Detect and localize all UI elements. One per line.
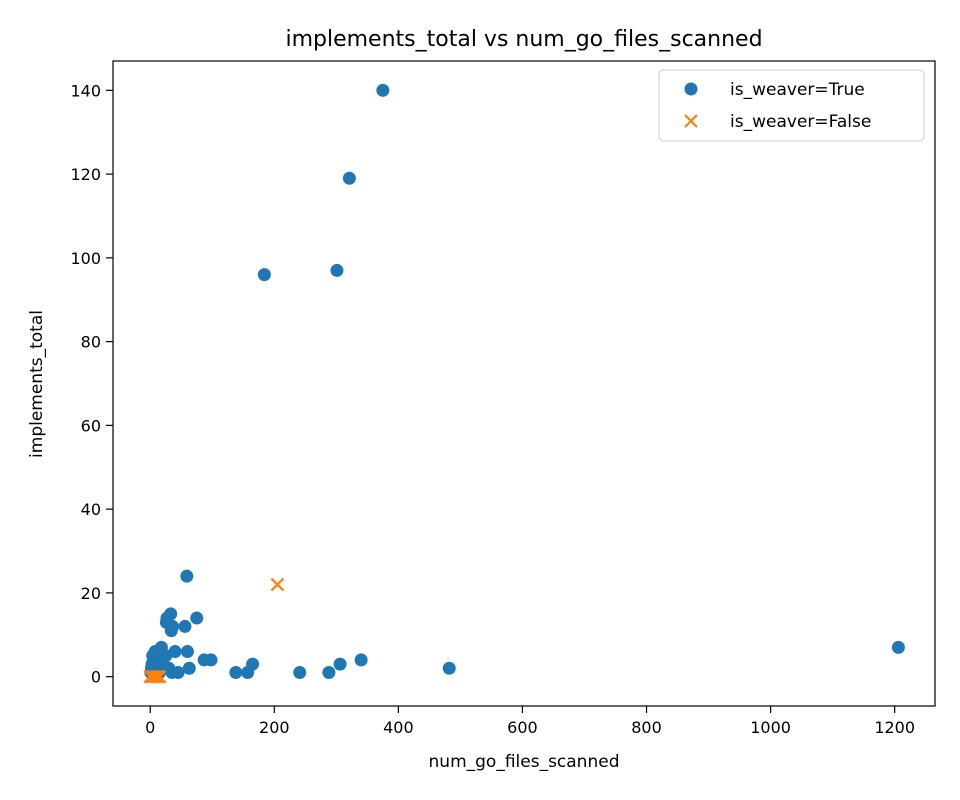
legend: is_weaver=True is_weaver=False (658, 69, 925, 142)
y-tick-label: 140 (70, 81, 101, 100)
y-tick-label: 80 (81, 333, 101, 352)
data-point-true (333, 657, 347, 671)
y-tick-label: 0 (91, 668, 101, 687)
data-point-true (342, 171, 356, 185)
plot-area (112, 60, 936, 707)
y-tick-label: 60 (81, 416, 101, 435)
data-point-true (171, 665, 185, 679)
data-point-false (147, 669, 161, 684)
x-tick-label: 400 (383, 718, 414, 737)
data-point-true (354, 653, 368, 667)
data-point-true (190, 611, 204, 625)
data-point-false (270, 577, 285, 592)
legend-marker-false (684, 114, 698, 128)
data-point-true (293, 665, 307, 679)
x-tick-label: 600 (507, 718, 538, 737)
y-tick-label: 100 (70, 249, 101, 268)
legend-label-false: is_weaver=False (730, 112, 871, 132)
data-points (143, 83, 905, 684)
y-axis-label: implements_total (27, 310, 47, 458)
data-point-true (376, 83, 390, 97)
data-point-true (164, 624, 178, 638)
legend-marker-true (684, 82, 698, 96)
data-point-true (204, 653, 218, 667)
data-point-true (257, 268, 271, 282)
data-point-true (330, 263, 344, 277)
data-point-true (182, 661, 196, 675)
data-point-true (180, 569, 194, 583)
data-point-true (180, 645, 194, 659)
data-point-true (229, 665, 243, 679)
y-axis-ticks: 0 20 40 60 80 100 120 140 (70, 81, 113, 687)
y-tick-label: 40 (81, 500, 101, 519)
data-point-false (152, 669, 167, 684)
data-point-false (150, 669, 165, 684)
plot-frame (112, 60, 936, 707)
x-tick-label: 1200 (874, 718, 915, 737)
x-axis-label: num_go_files_scanned (429, 752, 620, 772)
x-axis-ticks: 0 200 400 600 800 1000 1200 (145, 706, 915, 737)
x-tick-label: 1000 (750, 718, 791, 737)
chart-title: implements_total vs num_go_files_scanned (285, 27, 762, 52)
y-tick-label: 20 (81, 584, 101, 603)
x-tick-label: 800 (631, 718, 662, 737)
y-tick-label: 120 (70, 165, 101, 184)
data-point-true (322, 665, 336, 679)
x-tick-label: 200 (259, 718, 290, 737)
data-point-true (178, 619, 192, 633)
legend-box (658, 69, 925, 142)
x-tick-label: 0 (145, 718, 155, 737)
data-point-false (149, 669, 163, 684)
data-point-true (442, 661, 456, 675)
data-point-true (891, 640, 905, 654)
legend-label-true: is_weaver=True (730, 80, 865, 100)
data-point-true (241, 665, 255, 679)
